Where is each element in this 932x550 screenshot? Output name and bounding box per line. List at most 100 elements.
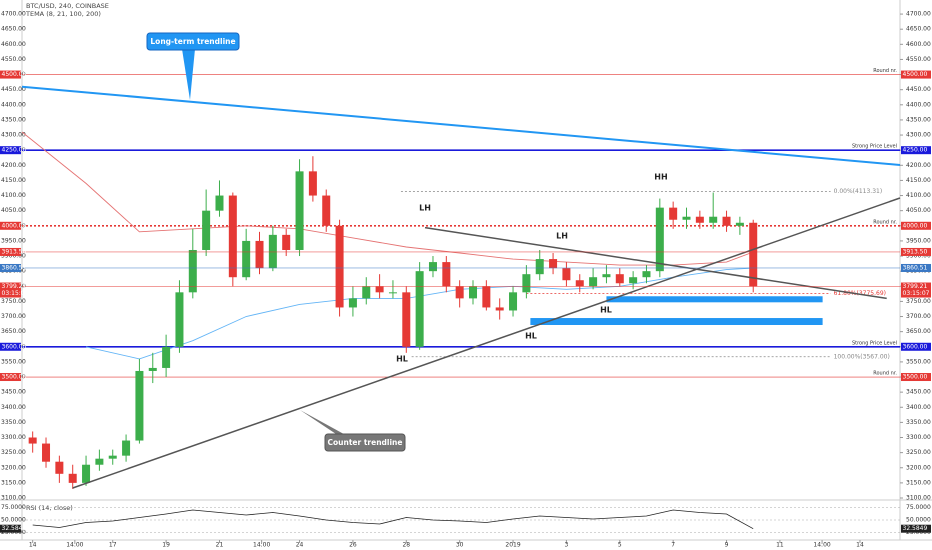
candle-body [335,225,344,308]
rsi-tick-label: 50.0000 [1,517,26,524]
y-tick-label: 4300.00 [906,132,931,139]
candle-body [575,280,584,287]
y-tick-label: 4150.00 [906,177,931,184]
x-tick-label: 5 [618,542,622,549]
candle-body [28,437,37,444]
y-tick-label: 4700.00 [906,11,931,18]
y-tick-label: 3950.00 [906,237,931,244]
y-tick-label: 4600.00 [1,41,26,48]
candle-body [549,259,558,269]
candle-body [669,207,678,220]
y-tick-label: 3100.00 [906,495,931,502]
y-tick-label: 3750.00 [1,298,26,305]
y-tick-label: 3900.00 [1,253,26,260]
candle-body [642,271,651,278]
candle-body [175,292,184,347]
candle-body [482,286,491,308]
callout-text: Long-term trendline [150,37,235,46]
y-tick-label: 4650.00 [1,26,26,33]
y-tick-label: 4400.00 [1,101,26,108]
level-note: Strong Price Level [852,340,897,346]
candle-body [215,195,224,211]
x-tick-label: 3 [564,542,568,549]
callout-pointer [182,49,195,100]
price-label-box [901,263,931,272]
candle-body [495,307,504,311]
price-label-time: 03:15:07 [2,290,29,297]
candle-body [55,461,64,474]
moving-average [21,131,754,266]
price-label: 3860.51 [903,264,928,271]
fib-label: 0.00%(4113.31) [834,188,883,195]
candle-body [535,259,544,275]
level-label: 3600.00 [2,343,27,350]
y-tick-label: 4400.00 [906,101,931,108]
candle-body [469,286,478,299]
rsi-last-label: 32.5849 [2,525,27,532]
y-tick-label: 3250.00 [1,449,26,456]
candle-body [255,240,264,269]
candle-body [709,216,718,223]
candle-body [629,277,638,284]
y-tick-label: 4200.00 [1,162,26,169]
candle-body [615,274,624,284]
price-label-time: 03:15:07 [903,290,930,297]
price-label: 3799.21 [2,283,27,290]
candle-body [68,473,77,483]
y-tick-label: 3150.00 [906,479,931,486]
y-tick-label: 3200.00 [1,464,26,471]
x-tick-label: 19 [162,542,170,549]
candle-body [202,210,211,250]
level-label-box [0,221,21,230]
level-note: Round nr. [873,371,897,377]
price-label: 3913.50 [903,248,928,255]
price-label-box [901,247,931,256]
y-tick-label: 3650.00 [906,328,931,335]
y-tick-label: 4550.00 [906,56,931,63]
swing-label: LH [556,232,568,241]
candle-body [522,274,531,293]
level-label-box [0,342,21,351]
x-tick-label: 14:00 [253,542,270,549]
y-tick-label: 4450.00 [1,86,26,93]
y-tick-label: 3350.00 [1,419,26,426]
y-tick-label: 4650.00 [906,26,931,33]
swing-label: HL [525,332,537,341]
price-label: 3799.21 [903,283,928,290]
level-label: 4000.00 [2,222,27,229]
zone [530,318,823,325]
level-label-box [0,70,21,79]
rsi-last-box [0,524,21,533]
x-tick-label: 24 [296,542,304,549]
candle-body [348,298,357,308]
candle-body [695,216,704,223]
y-tick-label: 4600.00 [906,41,931,48]
swing-label: LH [419,204,431,213]
level-label: 4500.00 [903,71,928,78]
level-label: 4250.00 [903,147,928,154]
candle-body [388,292,397,294]
level-label-box [901,146,931,155]
level-note: Strong Price Level [852,144,897,150]
x-tick-label: 17 [109,542,117,549]
candle-body [402,292,411,347]
level-label: 3500.00 [903,374,928,381]
rsi-title: RSI (14, close) [26,504,73,512]
y-tick-label: 4450.00 [906,86,931,93]
level-label-box [901,373,931,382]
candle-body [415,271,424,347]
candle-body [268,234,277,269]
candle-body [135,370,144,441]
level-label: 3500.00 [2,374,27,381]
y-tick-label: 3350.00 [906,419,931,426]
level-label: 4000.00 [903,222,928,229]
y-tick-label: 3700.00 [1,313,26,320]
y-tick-label: 4050.00 [906,207,931,214]
candle-body [82,464,91,483]
callout-box [324,433,406,452]
candle-body [589,277,598,287]
y-tick-label: 3100.00 [1,495,26,502]
candle-body [455,286,464,299]
rsi-tick-label: 50.0000 [906,517,931,524]
